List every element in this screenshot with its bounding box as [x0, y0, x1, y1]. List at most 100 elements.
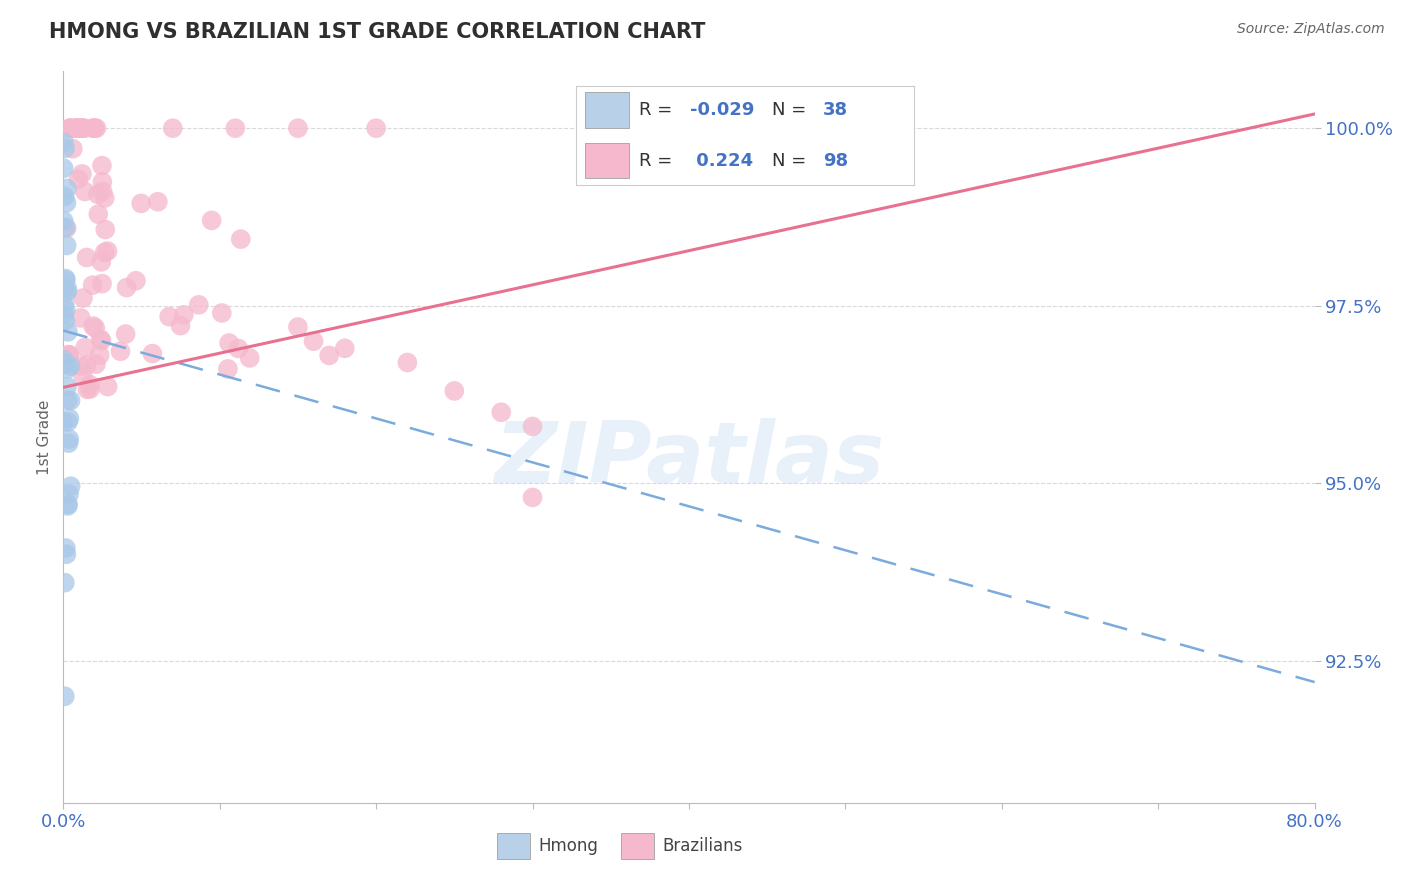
Point [59, 121, 82, 136]
Point [91, 277, 114, 291]
Point [56, 181, 79, 195]
Point [58, 432, 80, 446]
Point [94, 191, 117, 205]
Point [218, 336, 240, 351]
Point [66, 121, 89, 136]
Point [97, 379, 120, 393]
Point [58, 411, 80, 425]
Point [53, 141, 76, 155]
Point [173, 308, 195, 322]
Point [53, 575, 76, 590]
Point [162, 121, 184, 136]
Point [59, 479, 82, 493]
Point [69, 310, 91, 325]
Point [217, 362, 239, 376]
Point [146, 194, 169, 209]
Point [82, 278, 104, 293]
Y-axis label: 1st Grade: 1st Grade [37, 400, 52, 475]
Point [239, 351, 262, 365]
Point [169, 318, 191, 333]
Point [115, 280, 138, 294]
Point [96, 244, 118, 258]
Point [84, 357, 107, 371]
Point [89, 332, 111, 346]
Point [53, 314, 76, 328]
Point [53, 189, 76, 203]
Point [141, 346, 163, 360]
Point [58, 487, 80, 501]
Point [56, 497, 79, 511]
Point [58, 436, 80, 450]
Point [90, 334, 112, 348]
Point [59, 121, 82, 136]
Point [157, 310, 180, 324]
Point [76, 358, 98, 372]
Point [55, 195, 77, 210]
Point [491, 405, 513, 419]
Point [84, 321, 107, 335]
Point [125, 274, 148, 288]
Point [52, 415, 75, 429]
Point [834, 121, 856, 136]
Point [56, 499, 79, 513]
Point [287, 121, 309, 136]
Point [56, 361, 79, 376]
Text: HMONG VS BRAZILIAN 1ST GRADE CORRELATION CHART: HMONG VS BRAZILIAN 1ST GRADE CORRELATION… [49, 22, 706, 42]
Point [302, 334, 325, 349]
Point [366, 121, 388, 136]
Point [228, 342, 250, 356]
Point [522, 419, 544, 434]
Point [91, 185, 114, 199]
Point [53, 281, 76, 295]
Point [79, 377, 101, 392]
Point [56, 325, 79, 339]
Point [55, 273, 77, 287]
Point [72, 121, 94, 136]
Point [94, 222, 117, 236]
Point [83, 121, 105, 136]
Point [110, 344, 132, 359]
Point [187, 298, 209, 312]
Point [65, 121, 87, 136]
Point [70, 167, 93, 181]
Point [55, 271, 77, 285]
Point [56, 380, 79, 394]
Point [53, 136, 76, 150]
Point [90, 255, 112, 269]
Point [229, 232, 252, 246]
Point [76, 383, 98, 397]
Point [224, 121, 246, 136]
Point [55, 238, 77, 252]
Point [53, 690, 76, 704]
Point [396, 355, 419, 369]
Point [333, 341, 356, 355]
Point [70, 121, 93, 136]
Text: ZIPatlas: ZIPatlas [494, 417, 884, 500]
Point [62, 142, 84, 156]
Point [56, 415, 79, 429]
Point [91, 159, 114, 173]
Point [91, 175, 114, 189]
Point [79, 382, 101, 396]
Text: Source: ZipAtlas.com: Source: ZipAtlas.com [1237, 22, 1385, 37]
Point [75, 341, 97, 355]
Point [58, 348, 80, 362]
Point [82, 319, 104, 334]
Point [52, 214, 75, 228]
Point [211, 306, 233, 320]
Point [83, 121, 105, 136]
Point [66, 121, 89, 136]
Point [86, 121, 108, 136]
Point [69, 359, 91, 373]
Point [73, 121, 96, 136]
Point [55, 302, 77, 317]
Point [58, 349, 80, 363]
Point [55, 541, 77, 555]
Point [73, 185, 96, 199]
Point [93, 245, 115, 260]
Point [59, 359, 82, 373]
Point [522, 491, 544, 505]
Point [201, 213, 224, 227]
Point [55, 221, 77, 235]
Point [53, 297, 76, 311]
